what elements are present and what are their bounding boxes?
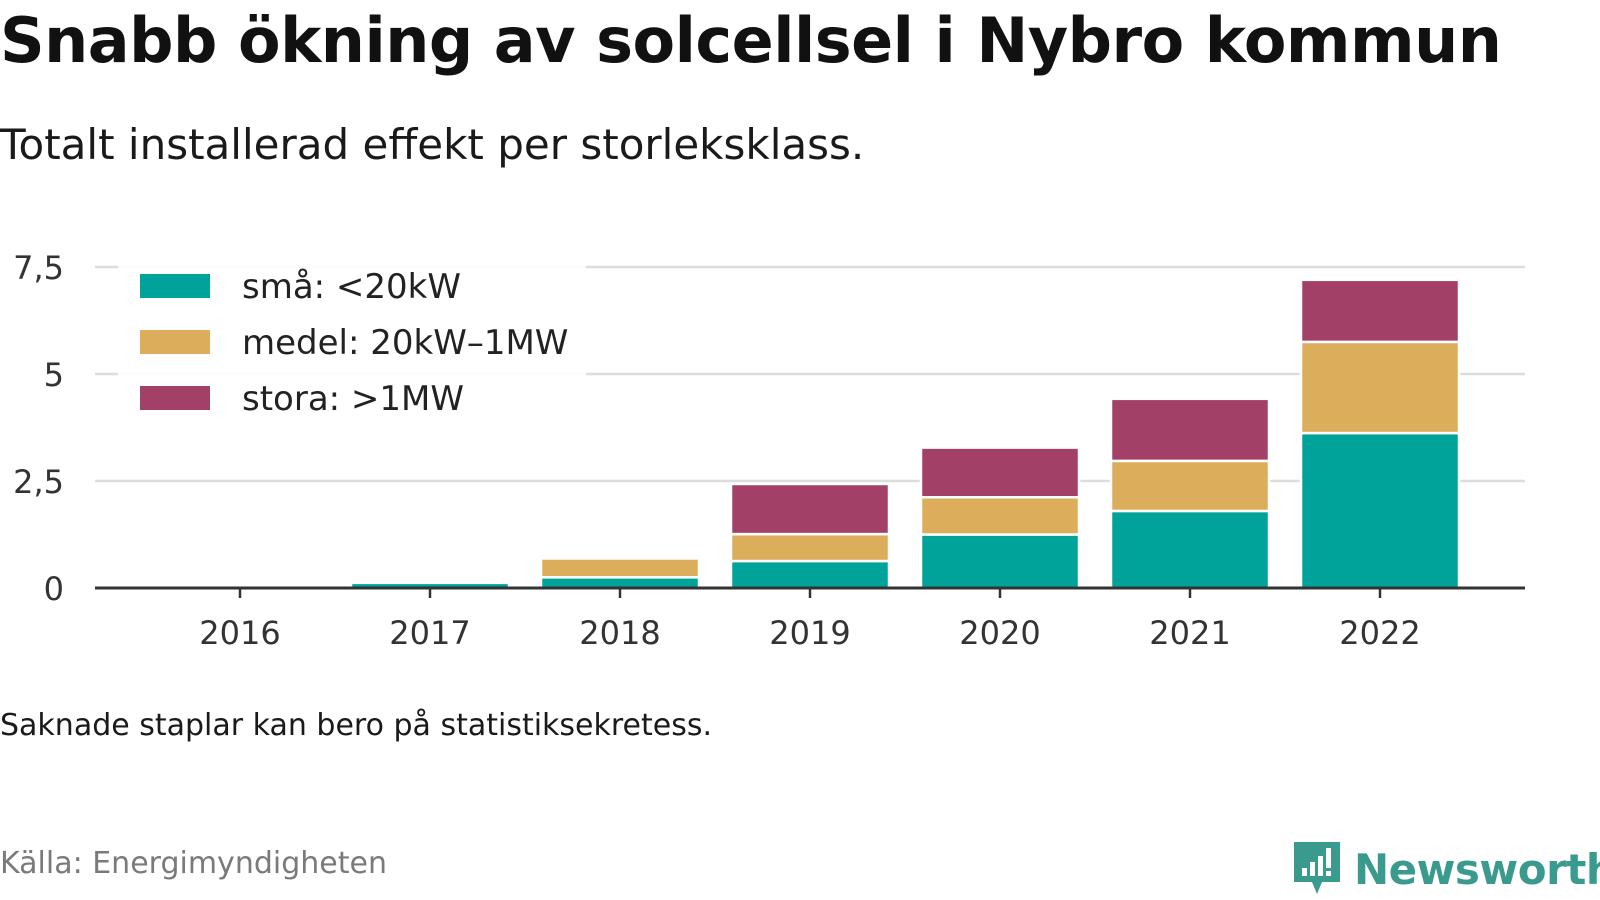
bar-segment xyxy=(729,559,891,590)
bar-segment xyxy=(919,533,1081,590)
y-tick-label: 7,5 xyxy=(13,249,64,287)
bar-segment xyxy=(1299,340,1461,435)
x-axis-ticks: 2016 2017 2018 2019 2020 2021 2022 xyxy=(199,588,1421,652)
x-tick-label: 2020 xyxy=(959,614,1040,652)
x-tick-label: 2016 xyxy=(199,614,280,652)
y-tick-label: 5 xyxy=(44,356,64,394)
x-tick-label: 2021 xyxy=(1149,614,1230,652)
bar-segment xyxy=(1299,278,1461,344)
y-tick-label: 2,5 xyxy=(13,463,64,501)
source-credit: Källa: Energimyndigheten xyxy=(0,846,387,881)
legend-swatch xyxy=(140,330,210,354)
newsworthy-logo: Newsworthy xyxy=(1292,840,1600,898)
bar-segment xyxy=(1109,509,1271,590)
x-tick-label: 2022 xyxy=(1339,614,1420,652)
bar-segment xyxy=(539,557,701,579)
chart-title: Snabb ökning av solcellsel i Nybro kommu… xyxy=(0,4,1502,77)
legend-label: medel: 20kW–1MW xyxy=(242,323,568,363)
legend: små: <20kW medel: 20kW–1MW stora: >1MW xyxy=(118,262,586,424)
legend-swatch xyxy=(140,386,210,410)
legend-label: stora: >1MW xyxy=(242,379,464,419)
x-tick-label: 2017 xyxy=(389,614,470,652)
bars xyxy=(349,278,1461,590)
bar-segment xyxy=(919,496,1081,536)
newsworthy-logo-icon xyxy=(1294,842,1340,894)
bar-segment xyxy=(729,532,891,563)
bar-segment xyxy=(1109,459,1271,513)
footnote: Saknade staplar kan bero på statistiksek… xyxy=(0,708,713,743)
bar-segment xyxy=(919,446,1081,499)
legend-swatch xyxy=(140,274,210,298)
y-axis-ticks: 0 2,5 5 7,5 xyxy=(13,249,64,608)
brand-name: Newsworthy xyxy=(1354,844,1600,894)
x-tick-label: 2018 xyxy=(579,614,660,652)
chart-subtitle: Totalt installerad effekt per storlekskl… xyxy=(0,120,865,169)
legend-label: små: <20kW xyxy=(242,267,461,307)
bar-segment xyxy=(539,576,701,590)
stacked-bar-chart: 0 2,5 5 7,5 2016 2017 2018 2019 2020 2021 2022 sm… xyxy=(13,249,1525,652)
bar-segment xyxy=(1109,397,1271,463)
bar-segment xyxy=(1299,431,1461,590)
bar-segment xyxy=(729,482,891,536)
y-tick-label: 0 xyxy=(44,570,64,608)
x-tick-label: 2019 xyxy=(769,614,850,652)
